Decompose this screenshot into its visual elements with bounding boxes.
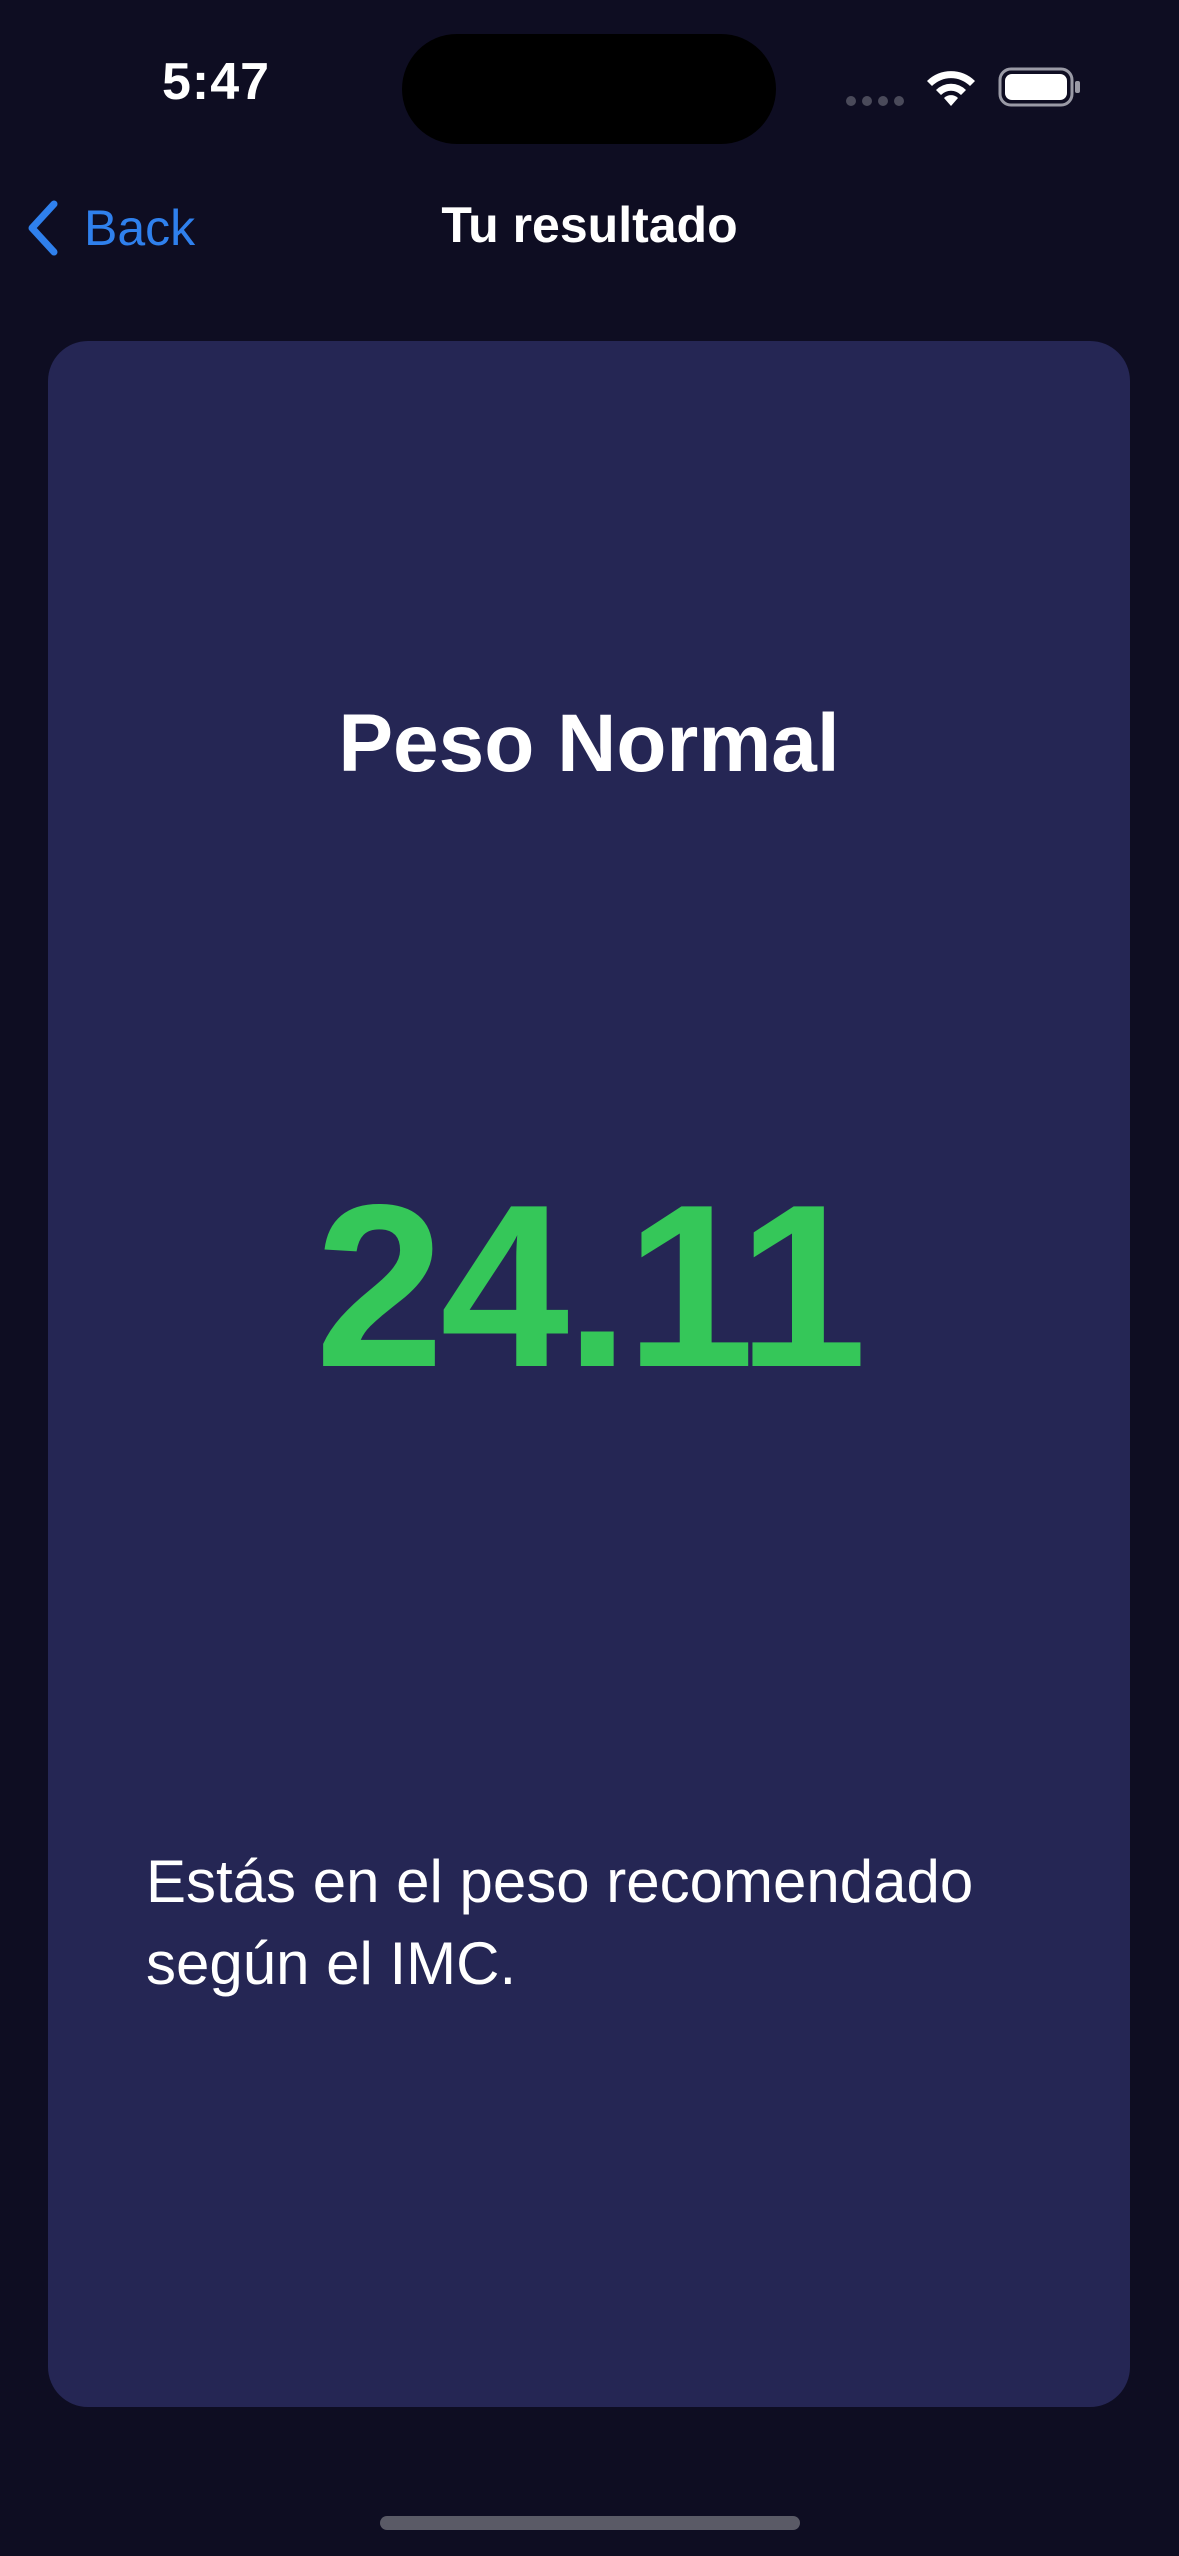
wifi-icon	[927, 71, 975, 106]
back-label: Back	[84, 200, 196, 256]
bmi-value: 24.11	[315, 1157, 867, 1416]
result-description: Estás en el peso recomendado según el IM…	[146, 1848, 974, 1997]
back-button[interactable]: Back	[24, 190, 195, 266]
chevron-left-icon	[28, 200, 58, 256]
home-indicator[interactable]	[380, 2516, 800, 2530]
result-card: Peso Normal 24.11 Estás en el peso recom…	[48, 341, 1130, 2407]
page-title: Tu resultado	[441, 197, 738, 253]
status-time: 5:47	[162, 53, 271, 111]
dynamic-island	[402, 34, 776, 144]
result-category: Peso Normal	[338, 698, 840, 789]
battery-icon	[998, 67, 1080, 107]
cellular-signal-icon	[846, 96, 904, 106]
